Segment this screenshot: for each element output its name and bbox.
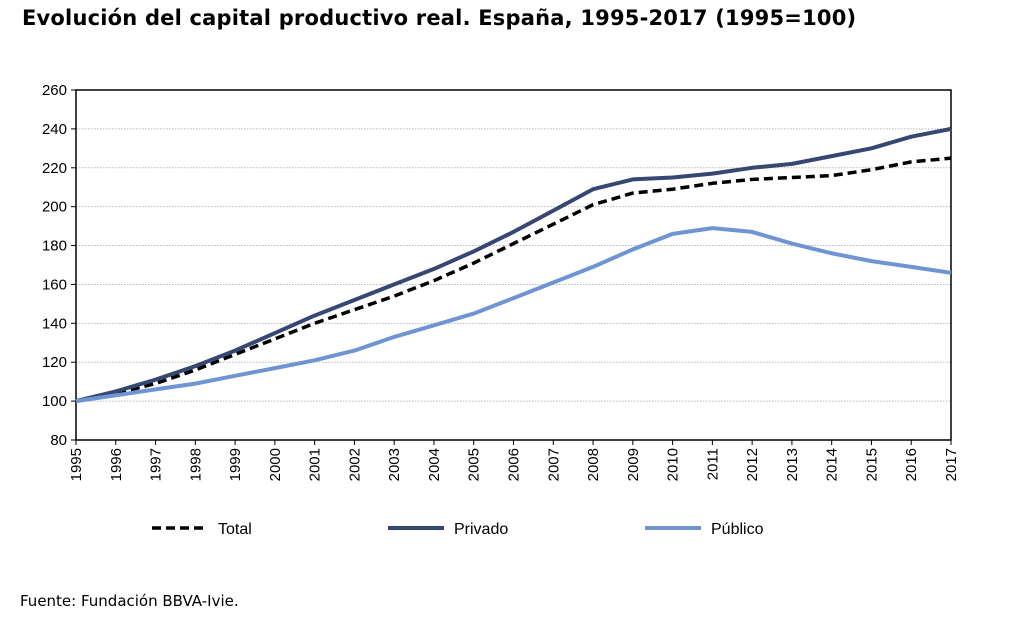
plot-area-frame xyxy=(75,89,952,441)
x-tick-label: 1996 xyxy=(108,448,125,481)
source-note: Fuente: Fundación BBVA-Ivie. xyxy=(20,592,239,610)
series-lines xyxy=(75,126,952,404)
x-tick-label: 2009 xyxy=(625,448,642,481)
x-tick-label: 1998 xyxy=(187,448,204,481)
x-tick-label: 1997 xyxy=(148,448,165,481)
x-tick-label: 1999 xyxy=(227,448,244,481)
legend-label-privado: Privado xyxy=(454,521,508,538)
y-tick-label: 120 xyxy=(42,354,67,371)
x-tick-label: 2000 xyxy=(267,448,284,481)
y-tick-label: 200 xyxy=(42,199,67,216)
x-tick-label: 2003 xyxy=(386,448,403,481)
x-axis: 1995 1996 1997 1998 1999 2000 2001 2002 2003 2004… xyxy=(68,440,960,481)
x-tick-label: 2008 xyxy=(585,448,602,481)
legend-label-público: Público xyxy=(711,521,764,538)
x-tick-label: 2014 xyxy=(824,448,841,481)
legend: Total Privado Público xyxy=(152,521,764,538)
y-tick-label: 100 xyxy=(42,393,67,410)
x-tick-label: 2015 xyxy=(863,448,880,481)
series-line-público xyxy=(75,226,952,404)
x-tick-label: 2017 xyxy=(943,448,960,481)
x-tick-label: 2010 xyxy=(665,448,682,481)
series-line-privado xyxy=(75,126,952,404)
x-tick-label: 2006 xyxy=(506,448,523,481)
y-tick-label: 180 xyxy=(42,238,67,255)
x-tick-label: 2007 xyxy=(545,448,562,481)
y-tick-label: 260 xyxy=(42,82,67,99)
x-tick-label: 2013 xyxy=(784,448,801,481)
x-tick-label: 2002 xyxy=(346,448,363,481)
y-tick-label: 240 xyxy=(42,121,67,138)
legend-label-total: Total xyxy=(218,521,252,538)
x-tick-label: 2011 xyxy=(704,448,721,480)
y-tick-label: 220 xyxy=(42,160,67,177)
x-tick-label: 2012 xyxy=(744,448,761,481)
y-tick-label: 80 xyxy=(50,432,67,449)
x-tick-label: 2005 xyxy=(466,448,483,481)
x-tick-label: 2016 xyxy=(903,448,920,481)
y-axis: 80 100 120 140 160 180 200 220 240 260 xyxy=(42,82,76,449)
y-tick-label: 140 xyxy=(42,315,67,332)
y-tick-label: 160 xyxy=(42,276,67,293)
x-tick-label: 2004 xyxy=(426,448,443,481)
x-tick-label: 1995 xyxy=(68,448,85,481)
series-line-total xyxy=(75,156,952,403)
chart-title: Evolución del capital productivo real. E… xyxy=(22,6,857,30)
x-tick-label: 2001 xyxy=(307,448,324,481)
